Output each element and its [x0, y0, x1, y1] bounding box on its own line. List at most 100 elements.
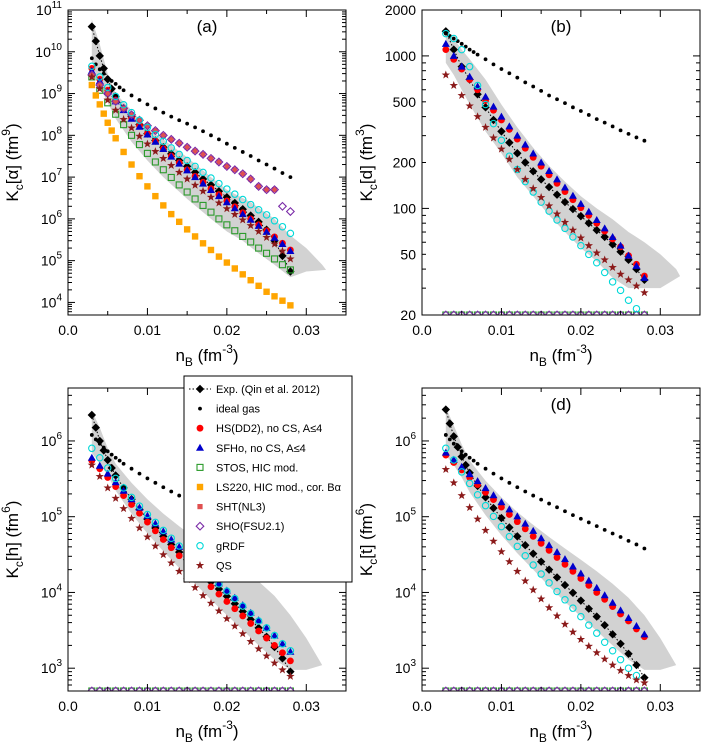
point-sfho [457, 62, 466, 70]
point-stos [286, 687, 294, 691]
point-stos [609, 687, 617, 691]
point-ideal [443, 31, 448, 36]
point-ideal [185, 121, 190, 126]
point-sfho [183, 166, 192, 174]
point-stos [286, 266, 294, 274]
point-sfho [576, 199, 585, 207]
point-stos [239, 232, 247, 240]
point-qs [584, 641, 593, 650]
point-qs [473, 112, 482, 121]
point-sho [615, 686, 626, 691]
y-axis-label: Kc[t] (fm6) [353, 503, 380, 576]
point-exp [441, 405, 451, 414]
point-stos [175, 687, 183, 691]
point-qs [167, 161, 176, 170]
point-exp [544, 565, 554, 574]
point-sho [576, 686, 586, 691]
point-qs [222, 204, 232, 213]
point-sfho [143, 130, 152, 138]
point-exp [481, 493, 490, 502]
point-exp [505, 523, 514, 532]
point-sho [166, 134, 176, 144]
series-sho [441, 310, 649, 315]
point-qs [238, 215, 247, 224]
point-stos [199, 687, 207, 691]
point-hs [561, 560, 569, 568]
point-sho [269, 686, 280, 691]
x-tick-label: 0.01 [134, 698, 161, 714]
point-exp [95, 51, 104, 61]
point-sfho [87, 453, 96, 461]
point-hs [144, 518, 151, 526]
point-ideal [101, 71, 106, 76]
point-ideal [109, 79, 114, 83]
point-stos [112, 687, 120, 691]
point-grdf [489, 119, 498, 128]
point-qs [222, 614, 232, 623]
x-tick-label: 0.03 [293, 698, 320, 714]
point-qs [608, 263, 617, 272]
point-grdf [151, 130, 160, 139]
point-sfho [529, 149, 538, 157]
point-sho [488, 310, 499, 315]
point-grdf [585, 621, 593, 629]
point-sfho [537, 158, 546, 166]
point-qs [560, 619, 570, 628]
point-ideal [578, 516, 583, 521]
point-grdf [167, 144, 176, 152]
y-tick-label: 50 [400, 246, 416, 262]
point-ideal [555, 97, 559, 102]
point-sfho [513, 512, 522, 520]
point-stos [207, 208, 215, 216]
point-sfho [505, 505, 514, 513]
point-sfho [199, 179, 208, 187]
point-sfho [481, 484, 490, 492]
legend-label: gRDF [216, 541, 245, 553]
point-qs [576, 635, 586, 643]
point-qs [457, 91, 466, 100]
point-ideal [129, 466, 134, 471]
legend-entry-stos: STOS, HIC mod. [196, 462, 298, 474]
point-ls220 [287, 302, 294, 309]
y-tick-label: 1010 [35, 42, 62, 60]
x-tick-label: 0.02 [213, 322, 240, 338]
point-sho [254, 686, 264, 691]
y-tick-label: 109 [41, 84, 63, 102]
point-sfho [505, 122, 514, 130]
point-sfho [262, 227, 271, 235]
point-sfho [624, 613, 633, 621]
point-ideal [634, 135, 639, 140]
point-ideal [491, 62, 496, 67]
point-qs [127, 513, 136, 522]
x-tick-label: 0.03 [647, 698, 674, 714]
point-sht [224, 163, 230, 170]
point-stos [585, 687, 593, 691]
legend-label: STOS, HIC mod. [216, 462, 298, 474]
point-ideal [256, 158, 261, 163]
point-exp [449, 45, 458, 54]
point-grdf [175, 150, 183, 159]
y-tick-label: 107 [41, 167, 63, 185]
point-grdf [127, 493, 136, 502]
point-ideal [117, 85, 122, 90]
point-ideal [602, 527, 607, 532]
point-grdf [223, 185, 231, 193]
point-qs [616, 269, 625, 278]
point-exp [616, 639, 625, 648]
point-qs [449, 81, 458, 90]
point-exp [536, 557, 546, 566]
point-grdf [608, 278, 617, 286]
point-sfho [119, 486, 128, 494]
legend-marker-stos [196, 463, 204, 471]
point-hs [263, 634, 270, 642]
point-ideal [642, 138, 647, 143]
point-sho [158, 130, 168, 140]
legend-label: ideal gas [216, 404, 261, 416]
x-tick-label: 0.02 [213, 698, 240, 714]
point-stos [632, 687, 641, 691]
x-tick-label: 0.0 [58, 698, 78, 714]
point-exp [99, 64, 108, 73]
point-ideal [555, 505, 559, 510]
point-ideal [105, 75, 110, 80]
point-sht [176, 140, 182, 146]
